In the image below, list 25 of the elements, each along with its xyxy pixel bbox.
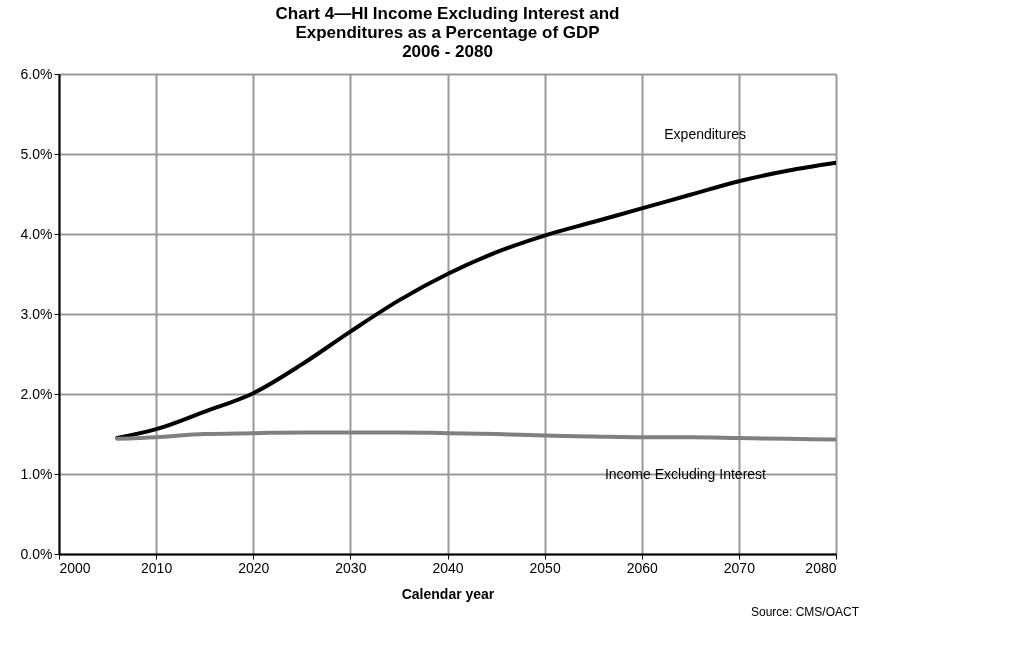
x-tick-label: 2080 (805, 559, 837, 576)
x-tick-label: 2020 (238, 559, 270, 576)
x-tick-label: 2040 (432, 559, 464, 576)
x-tick-label: 2070 (723, 559, 756, 576)
x-tick-label: 2030 (335, 559, 367, 576)
y-tick-label: 1.0% (20, 465, 53, 482)
x-tick-label: 2010 (141, 559, 173, 576)
x-tick-label: 2000 (59, 559, 91, 576)
x-tick-label: 2050 (529, 559, 561, 576)
text: Expenditures as a Percentage of GDP (295, 23, 600, 42)
x-tick-label: 2060 (626, 559, 659, 576)
line-series (115, 160, 836, 440)
y-tick-label: 3.0% (20, 305, 53, 322)
source-note: Source: CMS/OACT (750, 605, 860, 619)
y-tick-label: 6.0% (20, 65, 53, 82)
text: Chart 4—HI Income Excluding Interest and (275, 4, 620, 23)
x-axis-title: Calendar year (401, 585, 495, 602)
text: Expenditures (664, 125, 746, 142)
y-tick-label: 2.0% (20, 385, 53, 402)
y-tick-label: 0.0% (20, 545, 53, 562)
line-series (115, 430, 836, 442)
y-tick-label: 5.0% (20, 145, 53, 162)
series-label: Income Excluding Interest (604, 465, 767, 482)
text: 2006 - 2080 (402, 42, 493, 61)
y-tick-label: 4.0% (20, 225, 53, 242)
